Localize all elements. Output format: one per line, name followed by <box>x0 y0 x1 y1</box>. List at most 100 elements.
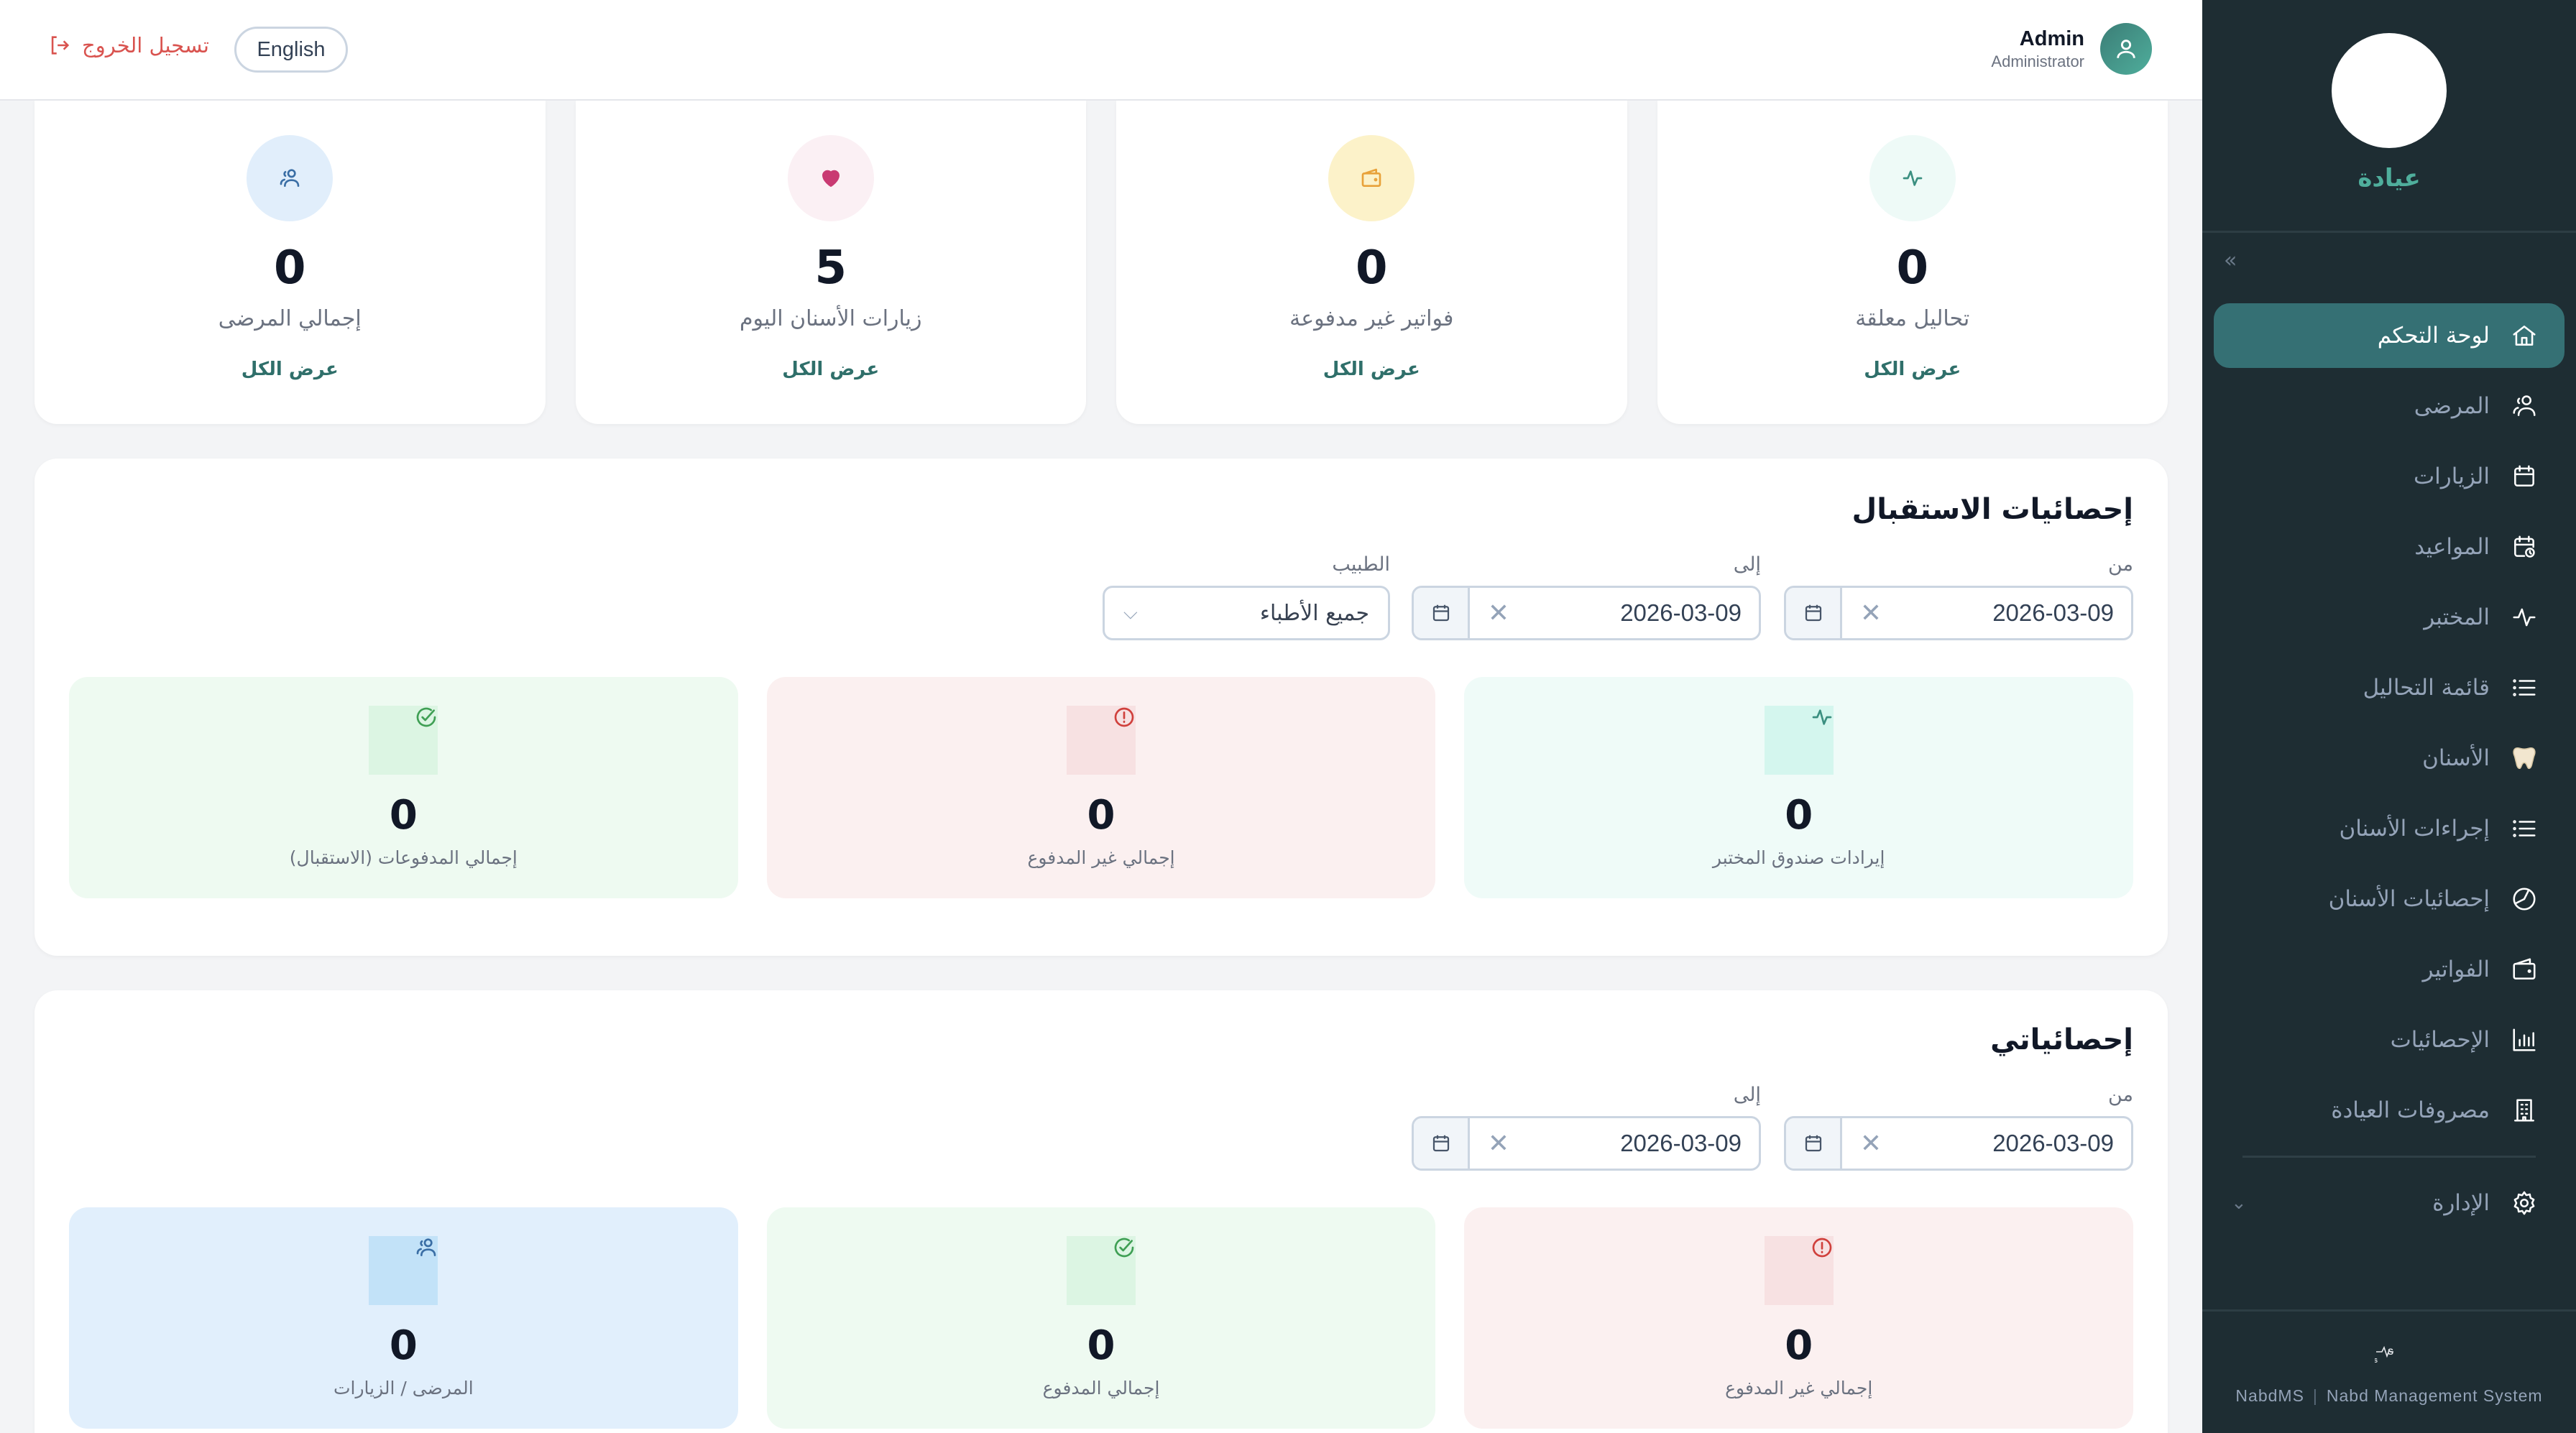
nabdms-logo-icon: S NabdMS <box>2375 1345 2393 1364</box>
building-icon <box>2510 1096 2539 1125</box>
user-menu[interactable]: Admin Administrator <box>1991 23 2152 75</box>
stat-label: إجمالي المدفوعات (الاستقبال) <box>289 847 518 868</box>
calendar-icon <box>1805 604 1821 622</box>
list-icon <box>2510 673 2539 702</box>
date-value[interactable]: 2026-03-09 <box>1620 1130 1742 1156</box>
clear-date-icon[interactable]: ✕ <box>1487 1128 1510 1158</box>
wallet-icon <box>2510 955 2539 984</box>
sidebar-item-label: الإدارة <box>2432 1190 2490 1216</box>
clear-date-icon[interactable]: ✕ <box>1487 598 1510 628</box>
user-name: Admin <box>2019 27 2084 50</box>
list-icon <box>2510 814 2539 843</box>
to-date-field: إلى 2026-03-09 ✕ <box>1412 553 1761 640</box>
stat-value: 0 <box>1087 1322 1116 1369</box>
sidebar-item-label: الأسنان <box>2422 745 2490 771</box>
stat-label: إجمالي المدفوع <box>1042 1378 1160 1399</box>
reception-stat-cards: 0 إجمالي المدفوعات (الاستقبال) 0 إجمالي … <box>69 677 2134 898</box>
date-value[interactable]: 2026-03-09 <box>1992 1130 2114 1156</box>
calendar-picker-button[interactable] <box>1786 1118 1842 1169</box>
field-label: من <box>2107 1084 2133 1106</box>
sidebar-nav: لوحة التحكم المرضى الزيارات المواعيد الم… <box>2214 303 2564 1241</box>
view-all-link[interactable]: عرض الكل <box>1864 359 1961 380</box>
clinic-name: عيادة <box>2358 164 2421 193</box>
sidebar-item-visits[interactable]: الزيارات <box>2214 444 2564 509</box>
calendar-clock-icon <box>2510 533 2539 561</box>
stat-value: 0 <box>273 241 306 295</box>
from-date-input[interactable]: 2026-03-09 ✕ <box>1784 1116 2133 1171</box>
collapse-sidebar-button[interactable]: » <box>2224 248 2237 273</box>
sidebar-item-clinic-expenses[interactable]: مصروفات العيادة <box>2214 1078 2564 1143</box>
stat-card-dental-visits-today: 5 زيارات الأسنان اليوم عرض الكل <box>575 101 1086 424</box>
logout-button[interactable]: تسجيل الخروج <box>47 33 209 57</box>
chevron-down-icon[interactable]: ⌄ <box>2231 1192 2247 1214</box>
stat-card-pending-tests: 0 تحاليل معلقة عرض الكل <box>1657 101 2168 424</box>
sidebar-item-dashboard[interactable]: لوحة التحكم <box>2214 303 2564 368</box>
view-all-link[interactable]: عرض الكل <box>1322 359 1420 380</box>
sidebar-item-statistics[interactable]: الإحصائيات <box>2214 1008 2564 1072</box>
sidebar-item-dental-procedures[interactable]: إجراءات الأسنان <box>2214 796 2564 861</box>
sidebar-item-invoices[interactable]: الفواتير <box>2214 937 2564 1002</box>
my-stats-panel: إحصائياتي من 2026-03-09 ✕ إلى 2026-03-09… <box>34 990 2168 1433</box>
date-value[interactable]: 2026-03-09 <box>1992 599 2114 626</box>
stat-card-patients-visits: 0 المرضى / الزيارات <box>69 1207 738 1429</box>
sidebar-item-label: المرضى <box>2414 393 2490 419</box>
sidebar-item-appointments[interactable]: المواعيد <box>2214 515 2564 579</box>
from-date-field: من 2026-03-09 ✕ <box>1784 553 2133 640</box>
calendar-picker-button[interactable] <box>1414 588 1470 638</box>
footer-system-name: Nabd Management System <box>2326 1386 2543 1405</box>
stat-label: إجمالي غير المدفوع <box>1725 1378 1873 1399</box>
view-all-link[interactable]: عرض الكل <box>241 359 339 380</box>
top-header: تسجيل الخروج English Admin Administrator <box>0 0 2202 101</box>
date-value[interactable]: 2026-03-09 <box>1620 599 1742 626</box>
sidebar-item-dental[interactable]: الأسنان <box>2214 726 2564 791</box>
sidebar-item-label: المواعيد <box>2414 534 2490 560</box>
sidebar-divider <box>2242 1156 2536 1158</box>
pie-chart-icon <box>2510 885 2539 913</box>
activity-icon <box>1903 170 1923 186</box>
calendar-icon <box>1805 1135 1821 1152</box>
calendar-icon <box>1432 604 1449 622</box>
user-role: Administrator <box>1991 52 2084 70</box>
sidebar-item-patients[interactable]: المرضى <box>2214 374 2564 438</box>
calendar-picker-button[interactable] <box>1414 1118 1470 1169</box>
clear-date-icon[interactable]: ✕ <box>1859 1128 1882 1158</box>
sidebar-item-lab[interactable]: المختبر <box>2214 585 2564 650</box>
to-date-field: إلى 2026-03-09 ✕ <box>1412 1084 1761 1171</box>
sidebar-item-tests-list[interactable]: قائمة التحاليل <box>2214 655 2564 720</box>
language-toggle-button[interactable]: English <box>234 27 348 73</box>
sidebar: عيادة » لوحة التحكم المرضى الزيارات المو… <box>2202 0 2576 1433</box>
activity-icon <box>2510 603 2539 632</box>
field-label: من <box>2107 553 2133 576</box>
calendar-icon <box>1432 1135 1449 1152</box>
sidebar-item-label: قائمة التحاليل <box>2363 675 2490 701</box>
calendar-picker-button[interactable] <box>1786 588 1842 638</box>
sidebar-item-administration[interactable]: الإدارة ⌄ <box>2214 1171 2564 1235</box>
summary-cards: 0 تحاليل معلقة عرض الكل 0 فواتير غير مدف… <box>34 101 2168 424</box>
stat-icon-circle <box>247 135 334 221</box>
stat-card-total-unpaid: 0 إجمالي غير المدفوع <box>1464 1207 2134 1429</box>
to-date-input[interactable]: 2026-03-09 ✕ <box>1412 586 1761 640</box>
stat-value: 0 <box>1896 241 1929 295</box>
stat-icon-circle <box>369 706 438 775</box>
reception-stats-panel: إحصائيات الاستقبال من 2026-03-09 ✕ إلى 2… <box>34 459 2168 956</box>
stat-card-total-patients: 0 إجمالي المرضى عرض الكل <box>34 101 546 424</box>
stat-value: 0 <box>1785 792 1813 839</box>
sidebar-item-dental-stats[interactable]: إحصائيات الأسنان <box>2214 867 2564 931</box>
svg-text:NabdMS: NabdMS <box>2375 1358 2378 1364</box>
bar-chart-icon <box>2510 1026 2539 1054</box>
to-date-input[interactable]: 2026-03-09 ✕ <box>1412 1116 1761 1171</box>
chevron-down-icon: ⌵ <box>1123 602 1138 624</box>
sidebar-footer: S NabdMS NabdMS | Nabd Management System <box>2202 1309 2576 1433</box>
logout-label: تسجيل الخروج <box>82 33 209 57</box>
avatar[interactable] <box>2100 23 2152 75</box>
doctor-select[interactable]: جميع الأطباء ⌵ <box>1103 586 1390 640</box>
stat-value: 0 <box>389 792 418 839</box>
field-label: إلى <box>1733 553 1761 576</box>
stat-value: 5 <box>814 241 847 295</box>
view-all-link[interactable]: عرض الكل <box>782 359 880 380</box>
from-date-input[interactable]: 2026-03-09 ✕ <box>1784 586 2133 640</box>
svg-text:S: S <box>2388 1347 2393 1357</box>
sidebar-brand: عيادة <box>2202 0 2576 233</box>
activity-icon <box>1812 709 1832 725</box>
clear-date-icon[interactable]: ✕ <box>1859 598 1882 628</box>
